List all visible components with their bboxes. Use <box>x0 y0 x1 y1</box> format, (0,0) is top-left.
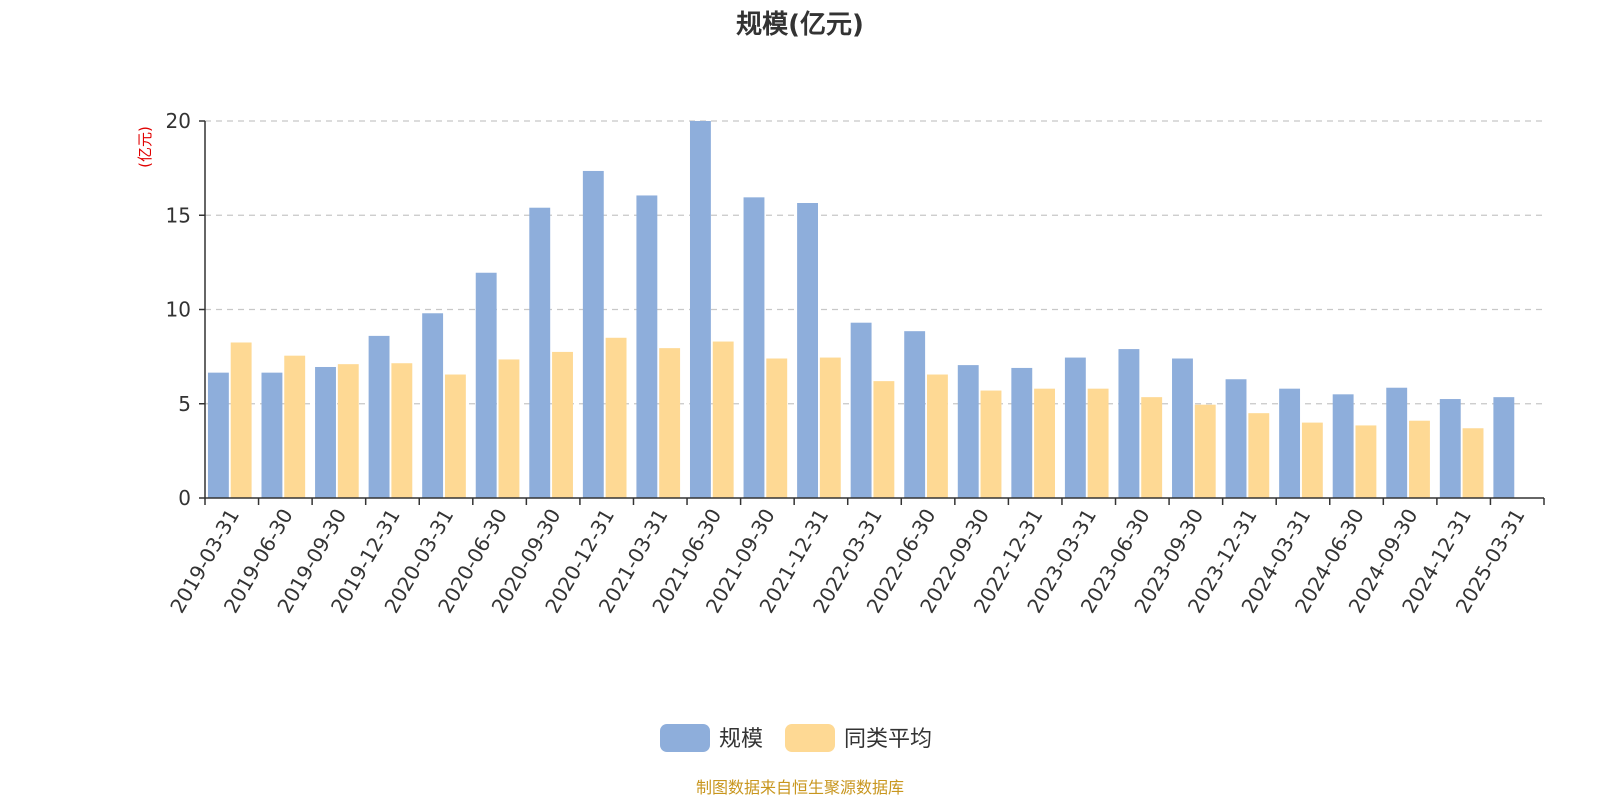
bar-scale <box>743 197 765 498</box>
bar-scale <box>315 366 336 498</box>
y-tick-label: 20 <box>166 109 191 133</box>
y-tick-label: 10 <box>166 298 191 322</box>
bar-scale <box>1064 357 1086 498</box>
bar-peer-average <box>712 341 734 498</box>
bar-scale <box>850 322 872 498</box>
legend-swatch <box>660 724 710 752</box>
bar-scale <box>368 335 390 498</box>
legend-item-peer-average[interactable]: 同类平均 <box>785 724 932 752</box>
bar-peer-average <box>819 357 841 498</box>
bar-scale <box>582 170 604 498</box>
bar-peer-average <box>873 381 895 498</box>
bar-peer-average <box>605 337 627 498</box>
legend-item-scale[interactable]: 规模 <box>660 724 763 752</box>
bar-scale <box>529 207 551 498</box>
bar-peer-average <box>1087 388 1109 498</box>
bar-scale <box>1493 397 1515 498</box>
bar-peer-average <box>980 390 1002 498</box>
bar-scale <box>1279 388 1301 498</box>
legend-swatch <box>785 724 835 752</box>
y-axis-unit-label: (亿元) <box>136 126 154 168</box>
legend-label: 规模 <box>719 727 763 752</box>
bar-peer-average <box>1034 388 1055 498</box>
bar-peer-average <box>498 359 520 498</box>
bar-peer-average <box>230 342 252 498</box>
bar-scale <box>1118 349 1140 498</box>
bar-scale <box>475 272 497 498</box>
bar-scale <box>1011 367 1033 498</box>
bar-peer-average <box>1248 413 1270 498</box>
gridlines <box>205 120 1544 405</box>
bar-peer-average <box>1194 404 1216 498</box>
y-tick-label: 15 <box>166 203 191 227</box>
bar-peer-average <box>444 374 466 498</box>
bar-scale <box>797 202 818 498</box>
bar-peer-average <box>766 358 788 498</box>
bars <box>207 121 1515 498</box>
chart-title: 规模(亿元) <box>736 10 864 40</box>
bar-peer-average <box>659 348 681 498</box>
bar-scale <box>1172 358 1193 498</box>
source-note: 制图数据来自恒生聚源数据库 <box>696 778 904 797</box>
bar-peer-average <box>1301 422 1323 498</box>
bar-peer-average <box>926 374 948 498</box>
bar-peer-average <box>337 364 359 498</box>
bar-scale <box>422 313 444 498</box>
bar-peer-average <box>391 363 413 498</box>
y-tick-label: 0 <box>178 486 191 510</box>
legend[interactable]: 规模 同类平均 <box>660 724 932 752</box>
bar-scale <box>1332 394 1354 498</box>
bar-peer-average <box>1409 420 1430 498</box>
y-tick-label: 5 <box>178 392 191 416</box>
bar-scale <box>636 195 658 498</box>
bar-scale <box>261 372 283 498</box>
bar-scale <box>207 372 229 498</box>
bar-peer-average <box>1355 425 1377 498</box>
bar-scale <box>957 365 979 498</box>
bar-peer-average <box>552 351 573 498</box>
bar-peer-average <box>284 355 306 498</box>
bar-scale <box>1439 399 1461 498</box>
legend-label: 同类平均 <box>844 727 932 752</box>
bar-peer-average <box>1462 428 1484 498</box>
bar-scale <box>904 331 926 498</box>
bar-scale <box>1386 387 1408 498</box>
bar-peer-average <box>1141 397 1163 498</box>
bar-scale <box>1225 379 1247 498</box>
bar-scale <box>689 121 711 498</box>
